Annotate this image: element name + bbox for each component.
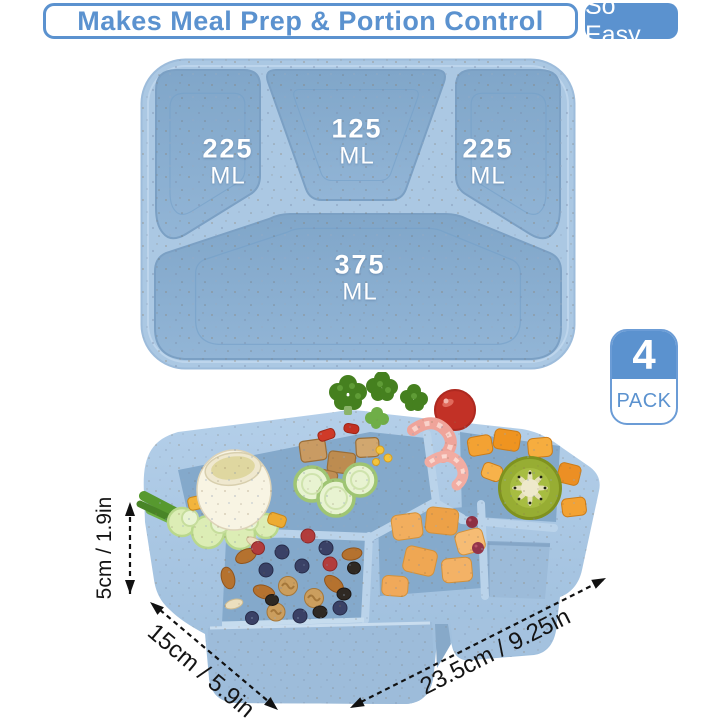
capacity-value: 375 — [334, 249, 386, 280]
capacity-value: 225 — [462, 133, 514, 164]
capacity-unit: ML — [339, 142, 375, 170]
so-easy-badge-label: So Easy — [585, 0, 641, 49]
capacity-label-right: 225 ML — [462, 134, 513, 189]
cherry-tomato — [434, 389, 476, 431]
width-dimension-arrow — [350, 578, 606, 708]
height-dimension-label: 5cm / 1.9in — [93, 496, 116, 600]
pack-badge: 4 PACK — [610, 329, 678, 425]
depth-width-dimension-arrows — [150, 578, 606, 710]
banner: Makes Meal Prep & Portion Control — [43, 3, 578, 39]
tray-top-illustration — [140, 58, 576, 370]
capacity-label-left: 225 ML — [202, 134, 253, 189]
capacity-unit: ML — [342, 278, 378, 306]
depth-dimension-arrow — [150, 602, 278, 710]
capacity-label-center: 125 ML — [331, 114, 382, 169]
pack-count: 4 — [632, 331, 656, 378]
capacity-unit: ML — [210, 162, 246, 190]
so-easy-badge: So Easy — [585, 0, 678, 49]
banner-title: Makes Meal Prep & Portion Control — [77, 5, 544, 36]
capacity-value: 125 — [331, 113, 383, 144]
pack-label: PACK — [616, 389, 672, 412]
capacity-value: 225 — [202, 133, 254, 164]
height-dimension-arrow — [125, 502, 135, 598]
tray-top-view: 225 ML 125 ML 225 ML 375 ML — [140, 58, 576, 370]
food-photo — [136, 372, 600, 704]
capacity-label-bottom: 375 ML — [334, 250, 385, 305]
capacity-unit: ML — [470, 162, 506, 190]
